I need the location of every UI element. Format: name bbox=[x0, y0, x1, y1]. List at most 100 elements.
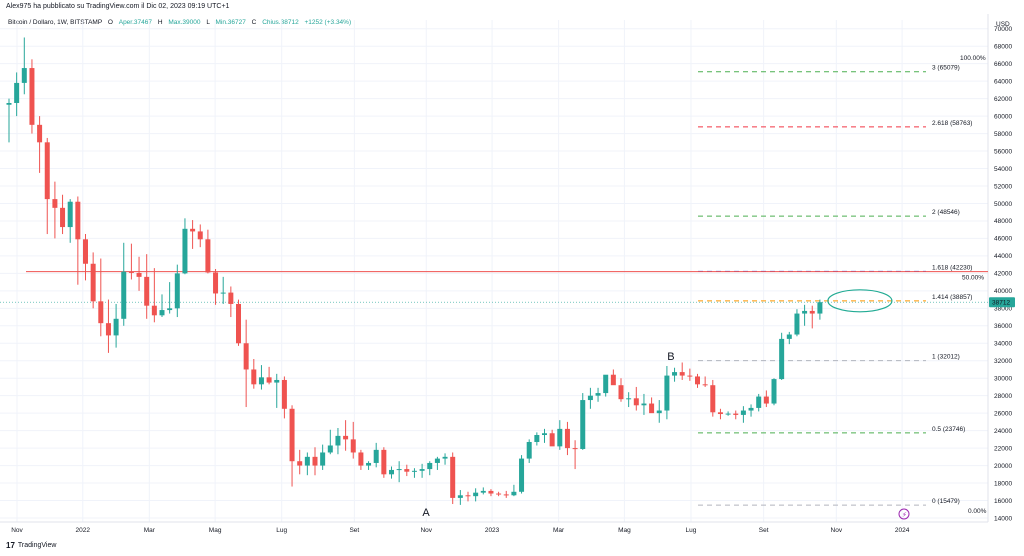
candle-body bbox=[672, 372, 678, 376]
price-tick-label: 20000 bbox=[994, 463, 1012, 470]
candle-body bbox=[335, 435, 341, 446]
lightning-icon: ⚡ bbox=[902, 511, 907, 519]
candle-body bbox=[763, 396, 769, 404]
low-label: L bbox=[206, 19, 210, 26]
candle-body bbox=[266, 377, 272, 383]
price-tick-label: 54000 bbox=[994, 166, 1012, 173]
price-tick-label: 66000 bbox=[994, 61, 1012, 68]
candle-body bbox=[381, 449, 387, 475]
candle-body bbox=[595, 393, 601, 396]
close-label: C bbox=[251, 19, 257, 26]
time-tick-label: 2024 bbox=[895, 527, 910, 534]
price-tick-label: 68000 bbox=[994, 44, 1012, 51]
candle-body bbox=[297, 461, 303, 466]
candle-body bbox=[320, 452, 326, 466]
candle-body bbox=[258, 377, 264, 385]
candle-body bbox=[587, 395, 593, 401]
high-label: H bbox=[157, 19, 163, 26]
resistance-line-label: 50.00% bbox=[962, 275, 984, 282]
chart-legend: Bitcoin / Dollaro, 1W, BITSTAMP O Aper.3… bbox=[8, 19, 351, 26]
open-value: Aper.37467 bbox=[118, 19, 152, 26]
price-tick-label: 28000 bbox=[994, 393, 1012, 400]
candle-body bbox=[343, 435, 349, 440]
tradingview-logo-icon: 17 bbox=[6, 541, 15, 550]
tradingview-brand[interactable]: 17 TradingView bbox=[6, 541, 56, 550]
price-tick-label: 14000 bbox=[994, 515, 1012, 522]
symbol-label[interactable]: Bitcoin / Dollaro, 1W, BITSTAMP bbox=[8, 19, 103, 26]
time-tick-label: Mar bbox=[553, 527, 565, 534]
fib-level-label: 0 (15479) bbox=[932, 498, 960, 505]
price-tick-label: 70000 bbox=[994, 26, 1012, 33]
candle-body bbox=[159, 310, 165, 316]
price-tick-label: 34000 bbox=[994, 341, 1012, 348]
price-tick-label: 60000 bbox=[994, 113, 1012, 120]
highlight-ellipse bbox=[827, 289, 893, 313]
candle-body bbox=[771, 379, 777, 404]
candle-body bbox=[473, 492, 479, 497]
price-tick-label: 48000 bbox=[994, 218, 1012, 225]
change-value: +1252 (+3.34%) bbox=[304, 19, 352, 26]
annotations: A B ⚡ bbox=[422, 351, 910, 520]
candle-body bbox=[243, 343, 249, 370]
candle-body bbox=[174, 273, 180, 309]
price-tick-label: 64000 bbox=[994, 78, 1012, 85]
price-tick-label: 24000 bbox=[994, 428, 1012, 435]
close-value: Chius.38712 bbox=[262, 19, 299, 26]
fib-level-label: 1.618 (42230) bbox=[932, 264, 972, 271]
price-tick-label: 52000 bbox=[994, 183, 1012, 190]
candle-body bbox=[580, 400, 586, 449]
candle-body bbox=[83, 239, 88, 264]
candle-body bbox=[779, 338, 785, 380]
candle-body bbox=[641, 403, 647, 406]
candle-body bbox=[786, 334, 792, 339]
price-tick-label: 44000 bbox=[994, 253, 1012, 260]
candle-body bbox=[756, 396, 762, 408]
candle-body bbox=[128, 271, 134, 273]
candle-body bbox=[564, 428, 570, 449]
candle-body bbox=[519, 458, 525, 492]
price-tick-label: 36000 bbox=[994, 323, 1012, 330]
candle-body bbox=[151, 305, 157, 316]
price-tick-label: 16000 bbox=[994, 498, 1012, 505]
candle-body bbox=[717, 412, 723, 415]
candle-body bbox=[182, 228, 188, 274]
candle-body bbox=[687, 375, 693, 377]
candle-body bbox=[21, 68, 27, 83]
last-price-label: 38712 bbox=[992, 300, 1010, 307]
candle-body bbox=[67, 201, 73, 228]
candle-body bbox=[740, 410, 746, 415]
candle-body bbox=[656, 410, 662, 414]
fib-edge-label: 100.00% bbox=[960, 55, 986, 62]
brand-name: TradingView bbox=[17, 542, 57, 549]
candle-body bbox=[626, 398, 632, 400]
candle-body bbox=[480, 490, 486, 493]
candle-body bbox=[327, 445, 333, 453]
candle-body bbox=[526, 441, 532, 459]
candle-body bbox=[37, 124, 43, 143]
price-tick-label: 18000 bbox=[994, 480, 1012, 487]
candle-body bbox=[98, 301, 104, 324]
time-tick-label: Lug bbox=[276, 527, 287, 534]
candle-body bbox=[702, 384, 708, 386]
candle-body bbox=[534, 435, 540, 442]
candle-body bbox=[695, 376, 700, 385]
candle-body bbox=[802, 310, 808, 314]
fib-extension: 0 (15479) 0.5 (23746) 1 (32012) 1.414 (3885… bbox=[698, 55, 987, 515]
candle-body bbox=[213, 272, 219, 294]
candle-body bbox=[167, 308, 173, 311]
fib-level-label: 3 (65079) bbox=[932, 65, 960, 72]
candle-body bbox=[44, 142, 50, 200]
time-tick-label: Mag bbox=[618, 527, 631, 534]
candle-body bbox=[281, 379, 287, 409]
candle-body bbox=[389, 469, 394, 475]
currency-label: USD bbox=[996, 21, 1010, 28]
candle-body bbox=[251, 369, 257, 385]
candle-body bbox=[618, 385, 624, 400]
candle-body bbox=[427, 462, 433, 470]
candle-body bbox=[228, 292, 234, 304]
candle-body bbox=[511, 491, 517, 496]
price-tick-label: 40000 bbox=[994, 288, 1012, 295]
candle-body bbox=[664, 375, 670, 411]
candle-body bbox=[557, 428, 563, 447]
